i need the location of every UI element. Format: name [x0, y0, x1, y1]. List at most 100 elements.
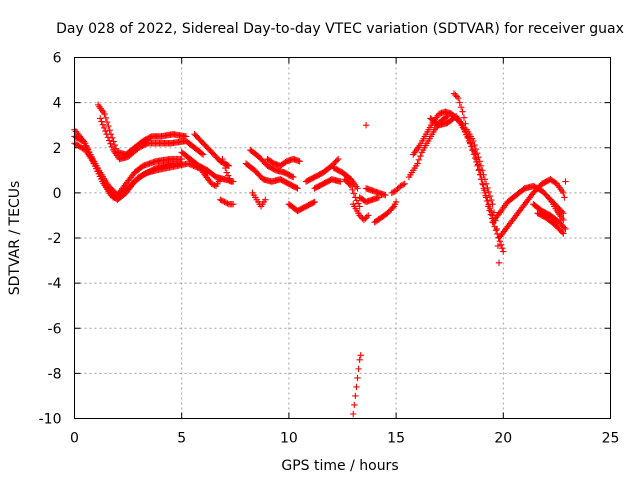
- data-point: [357, 352, 364, 359]
- data-point: [561, 194, 568, 201]
- data-point: [479, 167, 486, 174]
- y-tick-label: -2: [48, 231, 62, 247]
- grid: [74, 57, 611, 419]
- y-tick-label: 0: [53, 186, 62, 202]
- data-point: [262, 196, 269, 203]
- data-point: [347, 182, 355, 190]
- data-point: [460, 125, 468, 132]
- data-point: [499, 244, 506, 252]
- data-point: [357, 213, 365, 221]
- data-point: [392, 198, 400, 206]
- data-point: [104, 134, 112, 141]
- data-point: [355, 200, 362, 207]
- data-point: [477, 162, 485, 169]
- data-point: [101, 110, 108, 118]
- data-point: [500, 248, 507, 255]
- data-point: [209, 181, 217, 188]
- data-point: [382, 191, 389, 199]
- data-point: [462, 120, 469, 127]
- data-point: [221, 198, 228, 206]
- data-point: [459, 108, 466, 115]
- data-point: [362, 121, 370, 129]
- data-point: [482, 180, 490, 188]
- data-point: [102, 127, 109, 135]
- x-tick-label: 25: [602, 431, 620, 447]
- data-point: [486, 207, 493, 214]
- data-point: [352, 392, 359, 400]
- data-point: [108, 143, 116, 151]
- data-point: [414, 160, 421, 167]
- y-tick-label: -6: [48, 321, 62, 337]
- data-point: [455, 94, 462, 102]
- y-tick-label: 6: [53, 51, 62, 67]
- x-axis-label: GPS time / hours: [281, 458, 398, 474]
- data-point: [333, 157, 341, 164]
- data-point: [294, 185, 301, 192]
- data-point: [360, 216, 368, 224]
- data-point: [453, 93, 461, 100]
- data-point: [464, 134, 471, 142]
- data-point: [470, 137, 477, 145]
- x-tick-label: 20: [494, 431, 512, 447]
- data-point: [476, 158, 483, 165]
- data-point: [296, 158, 303, 165]
- data-point: [97, 115, 104, 122]
- data-point: [480, 171, 487, 179]
- data-point: [103, 131, 110, 138]
- data-point: [468, 143, 475, 150]
- x-tick-label: 10: [280, 431, 298, 447]
- data-point: [394, 185, 401, 193]
- x-tick-label: 0: [70, 431, 79, 447]
- data-point: [218, 197, 225, 204]
- data-point: [293, 184, 300, 191]
- data-point: [483, 197, 491, 205]
- data-point: [227, 178, 235, 185]
- data-point: [217, 196, 224, 203]
- data-point: [105, 122, 112, 130]
- data-point: [400, 181, 407, 188]
- x-tick-label: 5: [177, 431, 186, 447]
- data-point: [417, 152, 424, 160]
- data-point: [560, 189, 567, 197]
- data-point: [494, 242, 502, 250]
- data-point: [354, 374, 361, 382]
- data-point: [560, 209, 567, 217]
- data-point: [473, 149, 481, 157]
- y-tick-label: -10: [39, 412, 62, 428]
- data-point: [389, 204, 396, 211]
- plot-frame: [74, 57, 611, 419]
- data-point: [362, 215, 369, 222]
- data-point: [452, 91, 459, 99]
- data-point: [558, 228, 566, 236]
- data-point: [485, 203, 492, 210]
- data-point: [488, 196, 495, 204]
- data-point: [224, 200, 231, 207]
- data-point: [219, 197, 227, 205]
- data-point: [208, 180, 215, 188]
- data-point: [459, 121, 466, 129]
- data-point: [288, 173, 296, 180]
- data-point: [495, 259, 503, 267]
- data-point: [211, 182, 218, 189]
- y-tick-label: -8: [48, 366, 62, 382]
- data-point: [562, 225, 569, 233]
- chart-title: Day 028 of 2022, Sidereal Day-to-day VTE…: [56, 21, 624, 37]
- data-point: [475, 154, 482, 161]
- data-point: [222, 199, 230, 206]
- data-point: [356, 212, 363, 219]
- data-point: [492, 227, 500, 234]
- data-point: [355, 365, 362, 373]
- data-point: [116, 194, 123, 201]
- data-point: [471, 141, 478, 149]
- data-point: [99, 121, 107, 128]
- data-point: [489, 200, 496, 208]
- data-point: [350, 410, 357, 418]
- data-point: [350, 190, 358, 197]
- data-point: [484, 184, 491, 192]
- data-point: [311, 198, 318, 206]
- data-point: [490, 209, 498, 216]
- data-point: [353, 383, 360, 391]
- data-point: [220, 160, 228, 167]
- data-point: [219, 155, 226, 163]
- data-point: [485, 188, 492, 196]
